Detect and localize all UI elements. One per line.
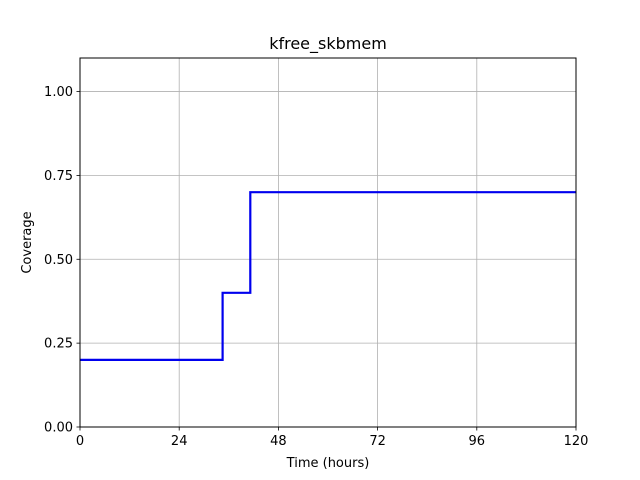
x-tick-label: 96: [469, 434, 486, 449]
coverage-series-line: [80, 191, 576, 361]
chart-title: kfree_skbmem: [269, 34, 387, 54]
y-axis-label: Coverage: [20, 211, 35, 273]
series-layer: [80, 191, 576, 361]
x-tick-label: 72: [369, 434, 386, 449]
ticks: 0 24 48 72 96 120 0.00 0.25 0.50 0.75 1.00: [44, 85, 588, 449]
x-tick-label: 48: [270, 434, 287, 449]
y-tick-label: 0.75: [44, 169, 73, 184]
y-tick-label: 1.00: [44, 85, 73, 100]
plot-frame: [79, 57, 577, 428]
y-tick-label: 0.25: [44, 337, 73, 352]
x-tick-label: 24: [171, 434, 188, 449]
x-tick-label: 0: [76, 434, 84, 449]
y-tick-label: 0.00: [44, 421, 73, 436]
y-tick-label: 0.50: [44, 253, 73, 268]
x-tick-label: 120: [564, 434, 589, 449]
x-axis-label: Time (hours): [286, 456, 370, 471]
